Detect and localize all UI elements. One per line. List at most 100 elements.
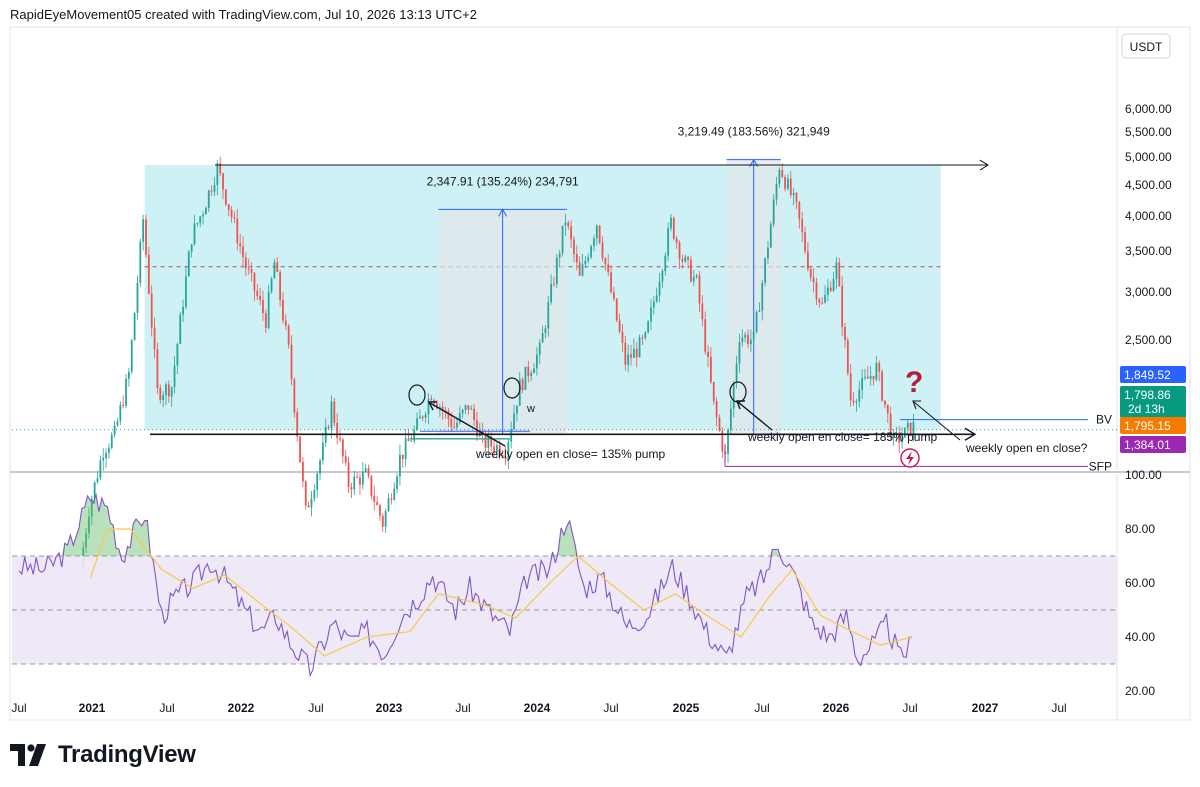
candle-body (207, 190, 210, 208)
candle-body (187, 251, 190, 277)
candle-body (467, 405, 470, 410)
price-label-value: 1,849.52 (1124, 368, 1171, 382)
candle-body (655, 295, 658, 302)
candle-body (390, 498, 393, 500)
candle-body (359, 477, 361, 485)
candle-body (798, 201, 801, 220)
candle-body (624, 342, 627, 365)
candle-body (202, 214, 204, 217)
candle-body (341, 439, 344, 457)
candle-body (767, 247, 769, 259)
candle-body (909, 422, 912, 435)
candle-body (824, 295, 826, 303)
candle-body (533, 368, 535, 374)
candle-body (752, 332, 755, 340)
annotation-text: weekly open en close= 185% pump (747, 430, 937, 444)
rsi-tick-label: 100.00 (1125, 468, 1162, 482)
candle-body (729, 408, 732, 430)
chart-credit: RapidEyeMovement05 created with TradingV… (10, 7, 477, 22)
candle-body (692, 276, 695, 282)
candle-body (216, 163, 219, 186)
candle-body (755, 312, 758, 333)
candle-body (242, 246, 244, 258)
time-tick-label: Jul (603, 701, 618, 715)
candle-body (284, 320, 287, 326)
candle-body (282, 300, 284, 321)
candle-body (456, 422, 458, 428)
candle-body (259, 296, 262, 300)
candle-body (787, 178, 789, 189)
candle-body (527, 366, 530, 377)
candle-body (276, 262, 279, 272)
candle-body (333, 401, 336, 423)
candle-body (267, 291, 270, 329)
candle-body (407, 438, 410, 442)
candle-body (427, 398, 430, 415)
candle-body (735, 363, 738, 383)
candle-body (747, 334, 749, 345)
candle-body (230, 209, 233, 218)
candle-body (610, 272, 612, 293)
price-tick-label: 2,500.00 (1125, 333, 1172, 347)
candle-body (718, 417, 721, 431)
price-tick-label: 5,000.00 (1125, 150, 1172, 164)
price-label-box (1120, 417, 1186, 434)
candle-body (476, 420, 478, 437)
candle-body (587, 257, 590, 261)
candle-body (795, 192, 798, 202)
candle-body (256, 290, 259, 297)
candle-body (364, 468, 367, 472)
candle-body (749, 339, 752, 345)
candle-body (564, 222, 567, 226)
price-label-value: 1,795.15 (1124, 419, 1171, 433)
candle-body (347, 462, 350, 487)
candle-body (815, 282, 818, 300)
candle-body (650, 307, 652, 322)
candle-body (108, 447, 110, 453)
candle-body (196, 223, 199, 225)
candle-body (142, 219, 145, 242)
candle-body (801, 219, 804, 233)
candle-body (436, 403, 438, 409)
candle-body (222, 173, 224, 190)
price-label-value: 1,384.01 (1124, 438, 1171, 452)
candle-body (190, 244, 193, 252)
candle-body (173, 365, 176, 388)
candle-body (889, 413, 892, 438)
candle-body (638, 337, 641, 357)
candle-body (886, 404, 889, 414)
candle-body (732, 382, 735, 409)
candle-body (727, 429, 729, 455)
price-axis: 6,000.00 5,500.00 5,000.00 4,500.00 4,000.00… (1125, 102, 1172, 406)
candle-body (310, 498, 313, 508)
candle-body (575, 253, 578, 263)
candle-body (741, 337, 744, 343)
price-tick-label: 3,000.00 (1125, 285, 1172, 299)
rsi-tick-label: 40.00 (1125, 630, 1155, 644)
candle-body (832, 278, 835, 291)
candle-body (213, 185, 216, 192)
candle-body (453, 427, 456, 429)
tradingview-logo[interactable]: TradingView (10, 740, 196, 770)
rsi-tick-label: 60.00 (1125, 576, 1155, 590)
currency-badge-box[interactable] (1121, 33, 1171, 59)
candle-body (849, 373, 852, 401)
candle-body (484, 433, 487, 448)
price-label-box (1120, 436, 1186, 453)
candle-body (244, 257, 247, 269)
candle-body (379, 504, 381, 516)
annotation-text: w (526, 403, 535, 415)
candle-body (570, 226, 573, 240)
candle-body (307, 505, 310, 508)
currency-badge[interactable]: USDT (1130, 40, 1163, 54)
candle-body (236, 218, 239, 244)
rsi-tick-label: 80.00 (1125, 522, 1155, 536)
candle-body (353, 476, 356, 490)
candle-body (835, 262, 838, 279)
candle-body (361, 471, 364, 485)
candle-body (393, 488, 396, 500)
candle-body (838, 262, 841, 287)
candle-body (652, 301, 655, 308)
